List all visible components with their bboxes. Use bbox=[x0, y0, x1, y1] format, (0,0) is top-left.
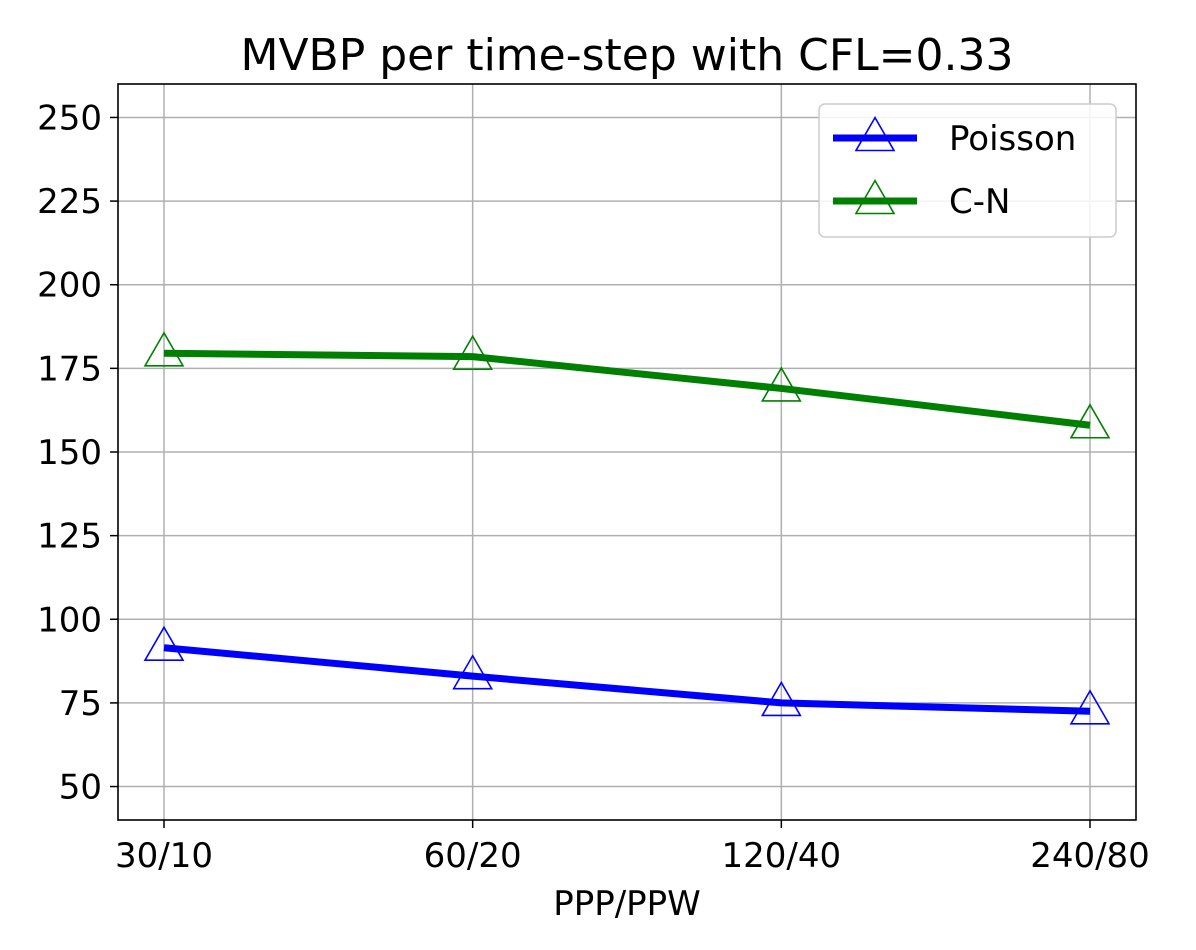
y-axis-ticks: 50 75 100 125 150 175 200 225 250 bbox=[37, 98, 118, 808]
y-tick-label: 250 bbox=[37, 98, 102, 138]
y-tick-label: 50 bbox=[59, 768, 102, 808]
x-axis-ticks: 30/10 60/20 120/40 240/80 bbox=[115, 820, 1150, 876]
y-tick-label: 125 bbox=[37, 517, 102, 557]
series-poisson bbox=[143, 625, 1111, 725]
y-tick-label: 225 bbox=[37, 182, 102, 222]
data-point-marker bbox=[1069, 403, 1111, 439]
legend-marker bbox=[854, 115, 896, 152]
chart-title: MVBP per time-step with CFL=0.33 bbox=[240, 30, 1013, 81]
x-axis-label: PPP/PPW bbox=[553, 884, 701, 924]
data-point-marker bbox=[143, 625, 185, 662]
legend: Poisson C-N bbox=[818, 103, 1117, 238]
data-point-marker bbox=[143, 331, 185, 367]
series-line bbox=[163, 644, 1091, 715]
series-c-n bbox=[143, 331, 1111, 439]
y-tick-label: 150 bbox=[37, 433, 102, 473]
data-point-marker bbox=[452, 334, 494, 370]
legend-label: Poisson bbox=[949, 119, 1076, 159]
data-point-marker bbox=[760, 366, 802, 402]
x-tick-label: 60/20 bbox=[424, 836, 522, 876]
y-tick-label: 175 bbox=[37, 349, 102, 389]
legend-label: C-N bbox=[949, 182, 1010, 222]
grid bbox=[118, 84, 1136, 820]
x-tick-label: 240/80 bbox=[1030, 836, 1150, 876]
data-point-marker bbox=[1069, 689, 1111, 725]
data-point-marker bbox=[760, 680, 802, 717]
y-tick-label: 100 bbox=[37, 600, 102, 640]
legend-item: Poisson bbox=[833, 115, 1076, 159]
series-layer bbox=[143, 331, 1111, 725]
series-line bbox=[163, 349, 1091, 429]
y-tick-label: 200 bbox=[37, 266, 102, 306]
legend-item: C-N bbox=[833, 178, 1010, 222]
x-tick-label: 120/40 bbox=[722, 836, 842, 876]
y-tick-label: 75 bbox=[59, 684, 102, 724]
legend-marker bbox=[854, 178, 896, 215]
data-point-marker bbox=[452, 654, 494, 690]
x-tick-label: 30/10 bbox=[115, 836, 213, 876]
